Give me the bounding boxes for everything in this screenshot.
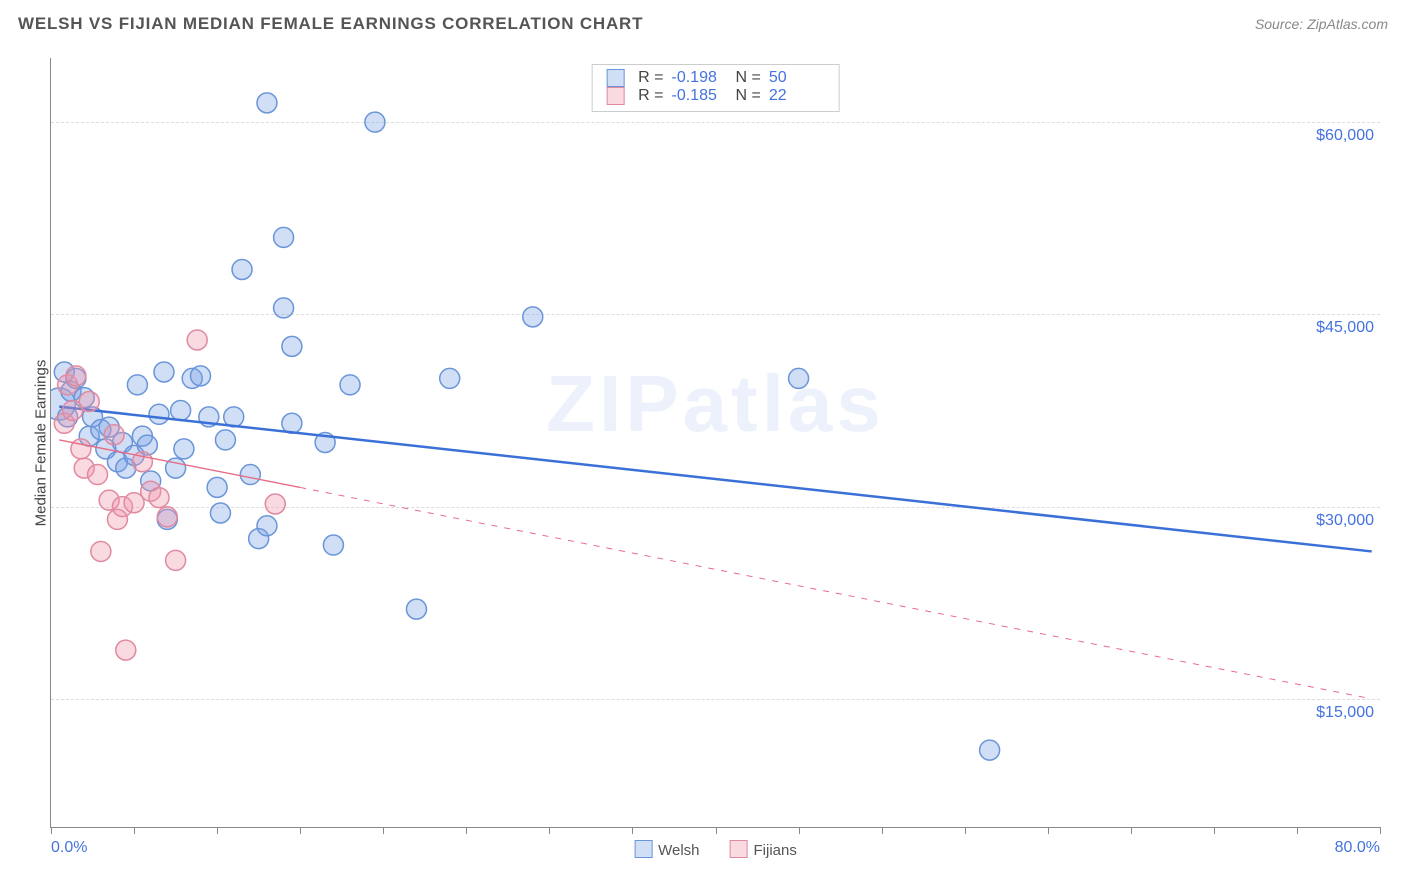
- footer-legend-label: Fijians: [754, 842, 797, 859]
- x-tick: [799, 827, 800, 834]
- data-point: [440, 368, 460, 388]
- data-point: [154, 362, 174, 382]
- data-point: [274, 298, 294, 318]
- x-tick: [466, 827, 467, 834]
- legend-row: R = -0.198 N = 50: [606, 69, 825, 87]
- data-point: [71, 439, 91, 459]
- x-tick: [632, 827, 633, 834]
- correlation-legend: R = -0.198 N = 50 R = -0.185 N = 22: [591, 64, 840, 112]
- data-point: [257, 93, 277, 113]
- data-point: [166, 550, 186, 570]
- legend-r-value: -0.198: [672, 69, 728, 87]
- data-point: [149, 488, 169, 508]
- legend-row: R = -0.185 N = 22: [606, 87, 825, 105]
- data-point: [215, 430, 235, 450]
- legend-n-value: 50: [769, 69, 825, 87]
- data-point: [980, 740, 1000, 760]
- data-point: [91, 541, 111, 561]
- x-min-label: 0.0%: [51, 839, 87, 857]
- chart-plot-area: Median Female Earnings ZIPatlas R =-0.19…: [50, 58, 1380, 828]
- data-point: [523, 307, 543, 327]
- data-point: [789, 368, 809, 388]
- legend-r-label: R =: [638, 69, 663, 87]
- data-point: [187, 330, 207, 350]
- data-point: [282, 336, 302, 356]
- trend-line-dashed: [300, 487, 1372, 698]
- footer-legend-label: Welsh: [658, 842, 699, 859]
- data-point: [88, 465, 108, 485]
- x-tick: [1131, 827, 1132, 834]
- data-point: [257, 516, 277, 536]
- x-tick: [1297, 827, 1298, 834]
- legend-swatch: [730, 840, 748, 858]
- data-point: [66, 366, 86, 386]
- data-point: [79, 391, 99, 411]
- legend-n-label: N =: [736, 69, 761, 87]
- x-tick: [549, 827, 550, 834]
- x-tick: [217, 827, 218, 834]
- legend-n-value: 22: [769, 87, 825, 105]
- data-point: [191, 366, 211, 386]
- data-point: [365, 112, 385, 132]
- x-tick: [134, 827, 135, 834]
- data-point: [127, 375, 147, 395]
- x-tick: [1214, 827, 1215, 834]
- data-point: [157, 507, 177, 527]
- data-point: [207, 477, 227, 497]
- x-tick: [300, 827, 301, 834]
- legend-swatch: [634, 840, 652, 858]
- legend-r-label: R =: [638, 87, 663, 105]
- data-point: [149, 404, 169, 424]
- footer-legend-item: Fijians: [730, 840, 797, 859]
- data-point: [171, 400, 191, 420]
- data-point: [340, 375, 360, 395]
- source-label: Source: ZipAtlas.com: [1255, 16, 1388, 32]
- data-point: [174, 439, 194, 459]
- chart-svg: [51, 58, 1380, 827]
- data-point: [240, 465, 260, 485]
- x-tick: [965, 827, 966, 834]
- x-tick: [51, 827, 52, 834]
- data-point: [104, 425, 124, 445]
- data-point: [116, 640, 136, 660]
- chart-header: WELSH VS FIJIAN MEDIAN FEMALE EARNINGS C…: [10, 10, 1396, 46]
- x-tick: [383, 827, 384, 834]
- x-max-label: 80.0%: [1335, 839, 1380, 857]
- x-tick: [1380, 827, 1381, 834]
- data-point: [210, 503, 230, 523]
- footer-legend-item: Welsh: [634, 840, 699, 859]
- legend-swatch: [606, 87, 624, 105]
- chart-title: WELSH VS FIJIAN MEDIAN FEMALE EARNINGS C…: [18, 14, 643, 34]
- y-axis-label: Median Female Earnings: [33, 359, 50, 526]
- series-legend: Welsh Fijians: [634, 840, 797, 859]
- data-point: [265, 494, 285, 514]
- data-point: [232, 259, 252, 279]
- data-point: [406, 599, 426, 619]
- data-point: [323, 535, 343, 555]
- chart-container: WELSH VS FIJIAN MEDIAN FEMALE EARNINGS C…: [10, 10, 1396, 882]
- x-tick: [882, 827, 883, 834]
- data-point: [274, 227, 294, 247]
- x-tick: [716, 827, 717, 834]
- x-tick: [1048, 827, 1049, 834]
- legend-swatch: [606, 69, 624, 87]
- legend-r-value: -0.185: [672, 87, 728, 105]
- legend-n-label: N =: [736, 87, 761, 105]
